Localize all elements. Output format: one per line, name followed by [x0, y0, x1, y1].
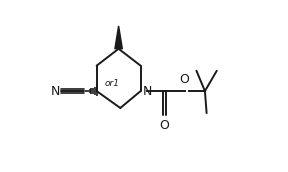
- Polygon shape: [115, 26, 122, 49]
- Text: O: O: [180, 73, 190, 86]
- Text: or1: or1: [104, 79, 119, 88]
- Text: O: O: [159, 119, 169, 132]
- Text: N: N: [50, 85, 60, 98]
- Text: N: N: [143, 85, 152, 98]
